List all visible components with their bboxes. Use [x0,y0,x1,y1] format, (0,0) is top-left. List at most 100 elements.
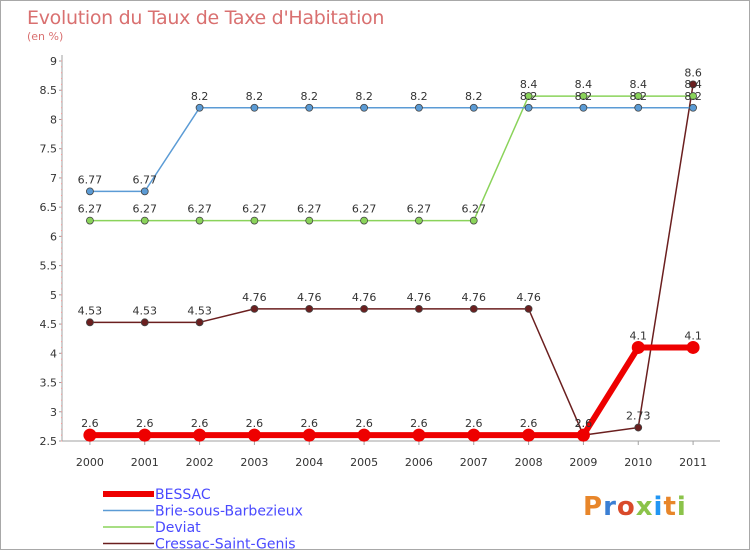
data-point-bessac [193,428,207,442]
data-label-deviat: 8.4 [684,78,702,91]
data-point-bessac [412,428,426,442]
x-tick-label: 2009 [569,456,597,469]
y-tick-label: 2.5 [40,435,58,448]
data-point-deviat [360,216,368,225]
data-label-cressac-saint-genis: 4.76 [407,291,432,304]
data-label-brie-sous-barbezieux: 6.77 [78,173,103,186]
data-label-cressac-saint-genis: 8.6 [684,66,702,79]
data-label-bessac: 2.6 [246,417,264,430]
data-point-cressac-saint-genis [415,304,423,313]
data-point-bessac [357,428,371,442]
data-label-bessac: 2.6 [410,417,428,430]
data-point-bessac [522,428,536,442]
data-label-cressac-saint-genis: 4.76 [462,291,487,304]
y-tick-label: 7 [50,172,57,185]
data-point-bessac [467,428,481,442]
series-line-deviat [89,95,694,222]
x-tick-label: 2007 [460,456,488,469]
data-point-brie-sous-barbezieux [250,103,259,112]
data-label-brie-sous-barbezieux: 8.2 [246,90,264,103]
data-label-bessac: 2.6 [136,417,154,430]
data-point-cressac-saint-genis [524,304,533,313]
legend-label: BESSAC [155,487,211,503]
data-point-brie-sous-barbezieux [305,103,314,112]
data-point-deviat [689,92,697,100]
data-label-deviat: 6.27 [407,203,432,216]
data-point-cressac-saint-genis [689,80,697,89]
data-label-cressac-saint-genis: 4.76 [297,291,322,304]
data-point-cressac-saint-genis [195,318,204,327]
data-point-cressac-saint-genis [86,318,94,327]
data-label-deviat: 8.4 [630,78,648,91]
data-label-deviat: 6.27 [242,203,267,216]
y-tick-label: 4 [50,347,57,360]
data-label-deviat: 6.27 [78,203,103,216]
data-label-brie-sous-barbezieux: 8.2 [630,90,648,103]
chart-title: Evolution du Taux de Taxe d'Habitation [27,7,385,29]
data-label-cressac-saint-genis: 4.53 [133,304,158,317]
x-tick-label: 2002 [186,456,214,469]
data-point-bessac [686,340,700,354]
data-point-brie-sous-barbezieux [689,103,697,112]
data-point-deviat [250,216,259,225]
data-label-cressac-saint-genis: 4.53 [78,304,103,317]
data-point-bessac [631,340,645,354]
legend-label: Brie-sous-Barbezieux [155,504,303,520]
proxiti-logo: Proxiti [583,492,687,522]
data-point-brie-sous-barbezieux [469,103,478,112]
x-tick-label: 2003 [240,456,268,469]
data-label-cressac-saint-genis: 4.76 [242,291,267,304]
data-point-brie-sous-barbezieux [86,187,94,196]
chart-subtitle: (en %) [27,30,64,43]
series-line-bessac [89,344,694,439]
data-label-bessac: 2.6 [575,417,593,430]
data-label-brie-sous-barbezieux: 8.2 [684,90,702,103]
y-tick-label: 3.5 [40,377,58,390]
y-tick-label: 7.5 [40,143,58,156]
y-tick-label: 8 [50,113,57,126]
series-line-cressac-saint-genis [89,84,694,436]
data-label-cressac-saint-genis: 2.73 [626,410,651,423]
data-label-deviat: 6.27 [462,203,487,216]
data-point-deviat [305,216,314,225]
data-point-bessac [83,428,97,442]
data-label-brie-sous-barbezieux: 8.2 [301,90,319,103]
data-label-deviat: 6.27 [297,203,322,216]
data-label-brie-sous-barbezieux: 8.2 [410,90,428,103]
data-label-deviat: 8.4 [520,78,538,91]
x-tick-label: 2004 [295,456,323,469]
data-label-cressac-saint-genis: 4.76 [352,291,377,304]
data-point-bessac [247,428,261,442]
data-label-deviat: 6.27 [187,203,212,216]
x-tick-label: 2008 [515,456,543,469]
data-point-brie-sous-barbezieux [634,103,643,112]
data-label-bessac: 4.1 [630,329,648,342]
legend-label: Deviat [155,520,201,536]
data-point-deviat [195,216,204,225]
y-tick-label: 8.5 [40,84,58,97]
data-point-deviat [140,216,149,225]
y-tick-label: 6.5 [40,201,58,214]
data-point-bessac [576,428,590,442]
y-tick-label: 6 [50,230,57,243]
data-point-brie-sous-barbezieux [140,187,149,196]
data-point-deviat [415,216,423,225]
data-label-bessac: 2.6 [465,417,483,430]
x-tick-label: 2000 [76,456,104,469]
data-label-brie-sous-barbezieux: 8.2 [355,90,373,103]
data-point-bessac [302,428,316,442]
data-point-deviat [86,216,94,225]
legend-label: Cressac-Saint-Genis [155,537,296,550]
y-tick-label: 9 [50,55,57,68]
data-point-brie-sous-barbezieux [524,103,533,112]
data-point-cressac-saint-genis [250,304,259,313]
data-label-brie-sous-barbezieux: 8.2 [575,90,593,103]
data-label-cressac-saint-genis: 4.76 [516,291,541,304]
data-label-brie-sous-barbezieux: 6.77 [133,173,158,186]
data-point-cressac-saint-genis [469,304,478,313]
x-tick-label: 2001 [131,456,159,469]
data-label-cressac-saint-genis: 4.53 [187,304,212,317]
y-tick-label: 4.5 [40,318,58,331]
